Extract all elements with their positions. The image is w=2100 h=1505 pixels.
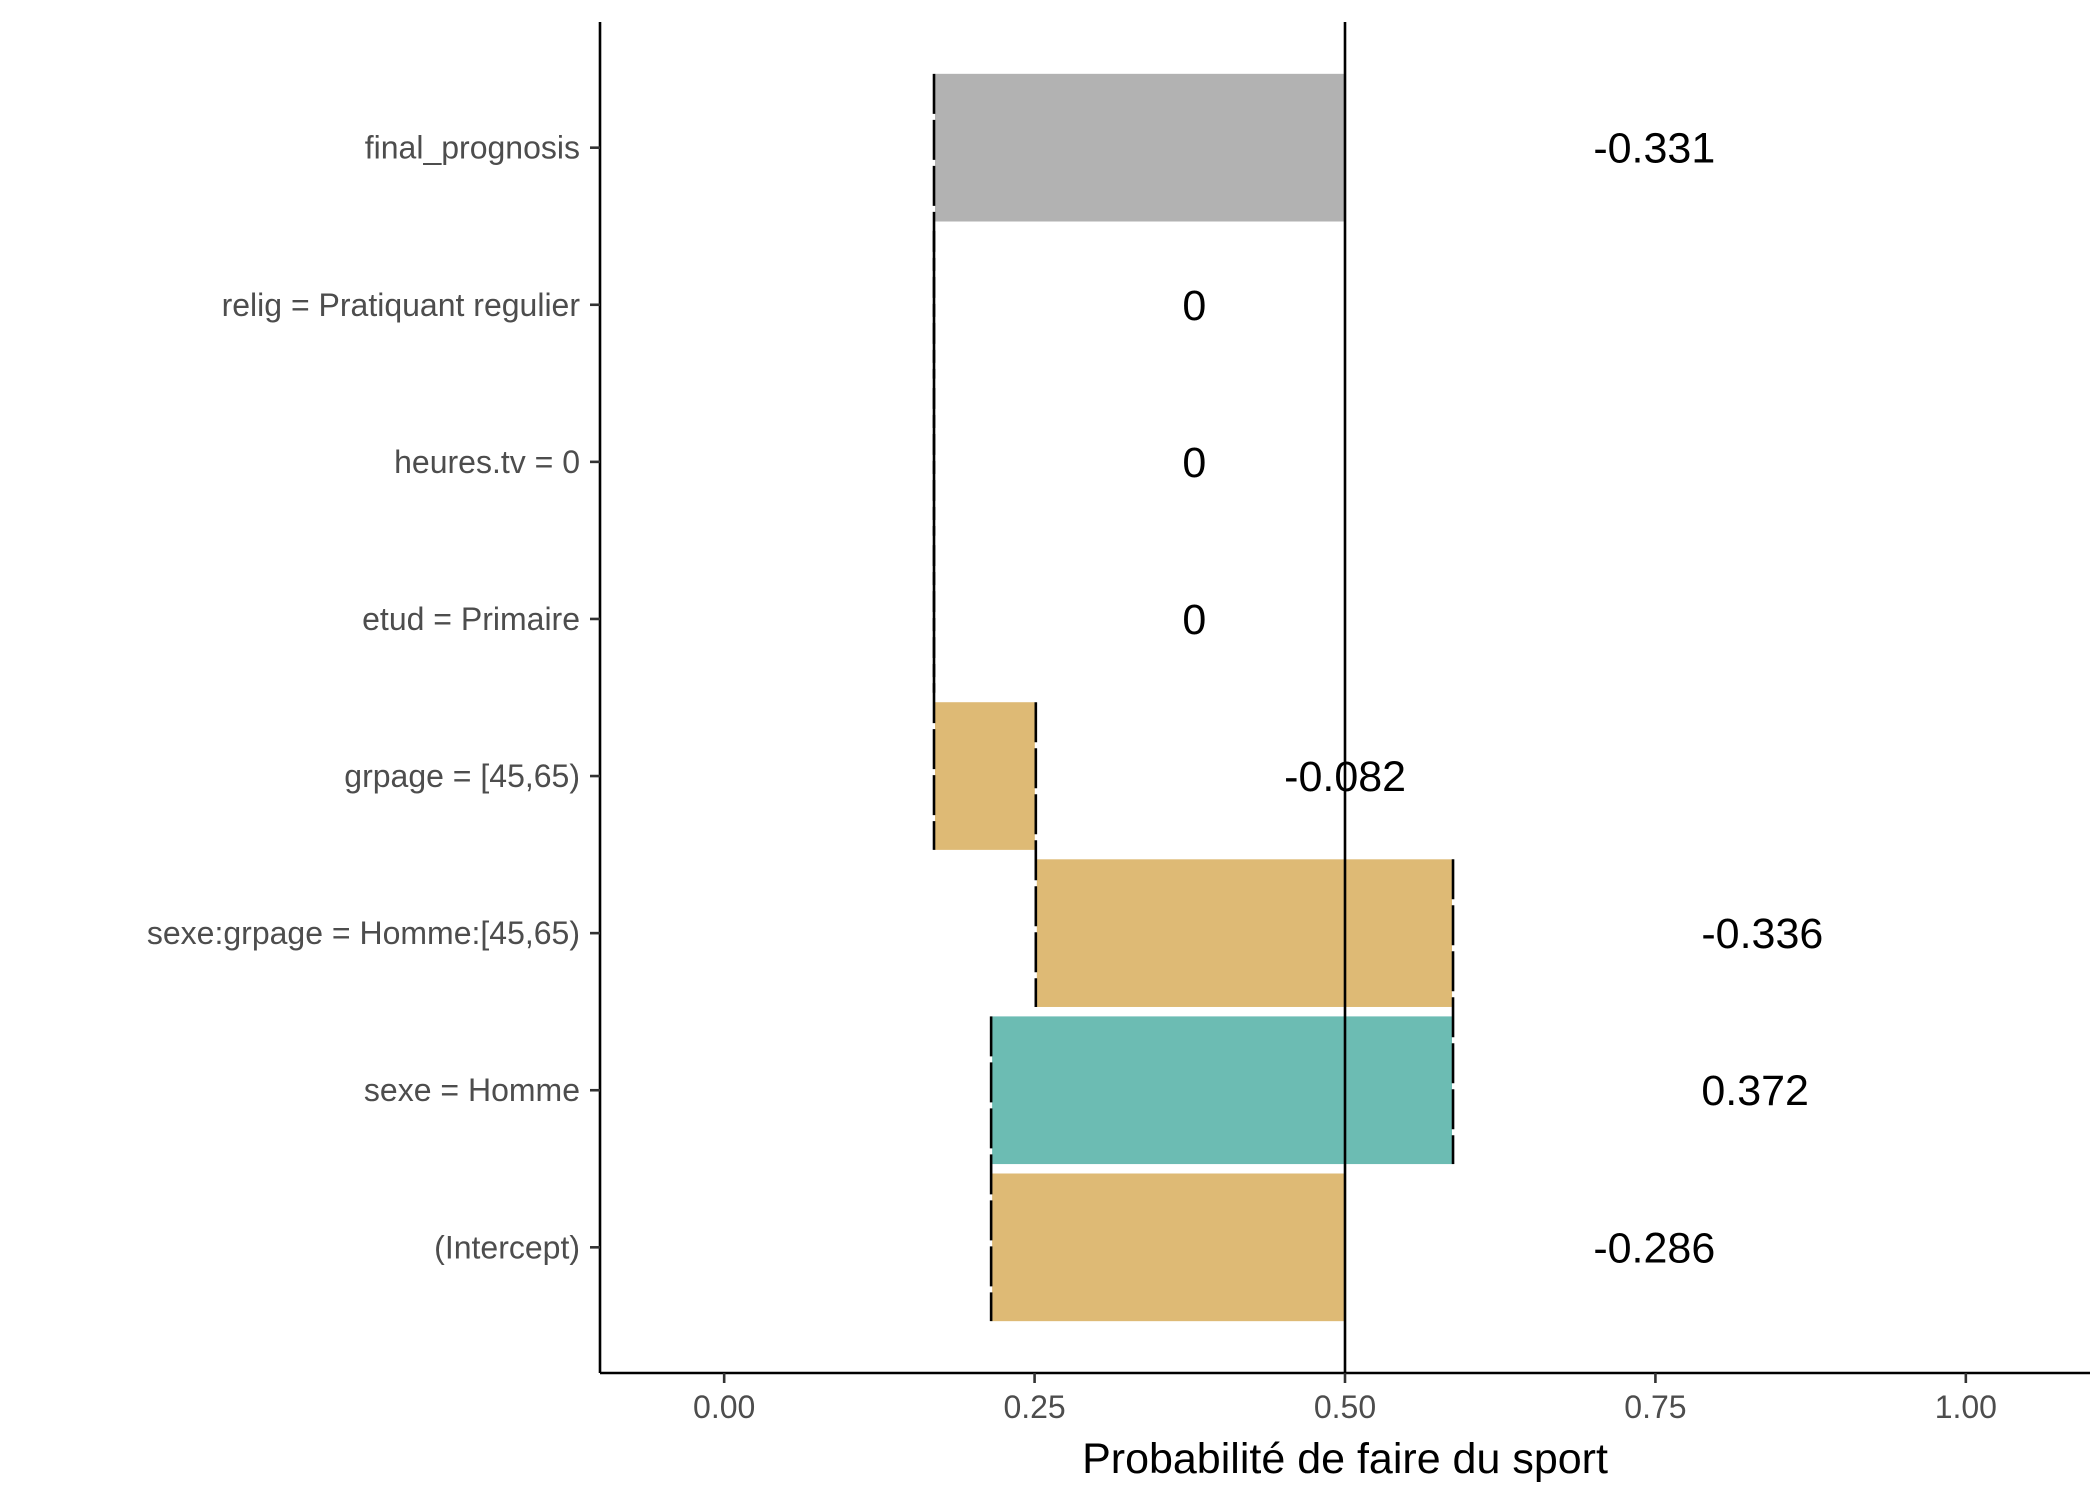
value-label: -0.286 — [1593, 1224, 1715, 1272]
value-label: 0 — [1182, 439, 1206, 487]
x-tick-label: 0.75 — [1624, 1389, 1686, 1425]
value-label: 0.372 — [1701, 1067, 1809, 1115]
bar — [934, 73, 1345, 222]
category-label: sexe = Homme — [364, 1072, 580, 1108]
bars-layer — [933, 73, 1455, 1322]
category-label: (Intercept) — [434, 1229, 580, 1265]
connectors-layer — [932, 73, 1455, 1322]
bar — [1035, 859, 1454, 1007]
x-tick-label: 0.25 — [1003, 1389, 1065, 1425]
x-tick-label: 0.00 — [693, 1389, 755, 1425]
value-labels: -0.331 0 0 0 -0.082 -0.336 0.372 -0.286 — [1182, 125, 1823, 1273]
x-tick-label: 0.50 — [1314, 1389, 1376, 1425]
bar — [991, 1173, 1345, 1322]
value-label: -0.336 — [1701, 910, 1823, 958]
bar — [991, 1016, 1454, 1165]
value-label: 0 — [1182, 596, 1206, 644]
bar — [934, 702, 1036, 850]
value-label: 0 — [1182, 282, 1206, 330]
category-label: sexe:grpage = Homme:[45,65) — [147, 915, 580, 951]
category-label: grpage = [45,65) — [344, 758, 580, 794]
x-axis-title: Probabilité de faire du sport — [1082, 1435, 1608, 1483]
category-label: heures.tv = 0 — [394, 444, 580, 480]
x-tick-label: 1.00 — [1935, 1389, 1997, 1425]
category-label: etud = Primaire — [362, 601, 580, 637]
value-label: -0.331 — [1593, 125, 1715, 173]
x-ticks: 0.00 0.25 0.50 0.75 1.00 — [693, 1373, 1997, 1425]
category-label: final_prognosis — [365, 130, 580, 166]
value-label: -0.082 — [1284, 753, 1406, 801]
category-label: relig = Pratiquant regulier — [222, 287, 581, 323]
